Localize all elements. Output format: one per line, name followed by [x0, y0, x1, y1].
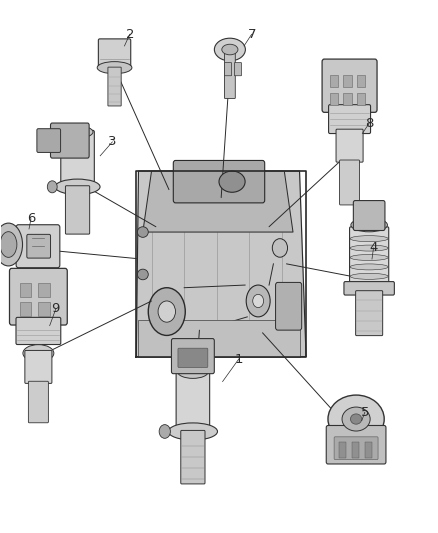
FancyBboxPatch shape	[181, 431, 205, 484]
Ellipse shape	[159, 425, 170, 438]
FancyBboxPatch shape	[350, 227, 389, 290]
Text: 1: 1	[234, 353, 243, 366]
FancyBboxPatch shape	[25, 350, 52, 383]
Ellipse shape	[350, 254, 388, 261]
Ellipse shape	[158, 301, 176, 322]
Ellipse shape	[219, 171, 245, 192]
Ellipse shape	[350, 245, 388, 251]
Ellipse shape	[97, 62, 132, 74]
Text: 7: 7	[247, 28, 256, 41]
Ellipse shape	[55, 179, 100, 195]
FancyBboxPatch shape	[353, 200, 385, 230]
FancyBboxPatch shape	[61, 131, 94, 188]
Ellipse shape	[328, 395, 384, 443]
Ellipse shape	[0, 232, 17, 257]
Bar	[343, 76, 352, 87]
FancyBboxPatch shape	[326, 425, 386, 464]
Ellipse shape	[222, 44, 238, 55]
Bar	[352, 442, 359, 457]
FancyBboxPatch shape	[173, 160, 265, 203]
Ellipse shape	[138, 269, 148, 280]
FancyBboxPatch shape	[108, 67, 121, 106]
Polygon shape	[143, 171, 293, 232]
FancyBboxPatch shape	[99, 39, 131, 69]
FancyBboxPatch shape	[138, 319, 300, 357]
Ellipse shape	[177, 365, 208, 378]
Text: 4: 4	[369, 241, 378, 254]
FancyBboxPatch shape	[37, 128, 60, 152]
Ellipse shape	[350, 236, 388, 241]
FancyBboxPatch shape	[225, 49, 235, 99]
FancyBboxPatch shape	[65, 185, 90, 234]
FancyBboxPatch shape	[27, 235, 50, 258]
Ellipse shape	[214, 38, 245, 61]
Text: 9: 9	[52, 302, 60, 316]
FancyBboxPatch shape	[28, 381, 48, 423]
Ellipse shape	[23, 345, 54, 362]
FancyBboxPatch shape	[336, 129, 363, 162]
Ellipse shape	[253, 294, 264, 308]
FancyBboxPatch shape	[16, 225, 60, 268]
FancyBboxPatch shape	[171, 338, 214, 374]
Text: 3: 3	[108, 135, 117, 148]
FancyBboxPatch shape	[356, 290, 383, 336]
Bar	[20, 302, 32, 316]
FancyBboxPatch shape	[334, 437, 378, 459]
Ellipse shape	[62, 126, 93, 138]
Bar	[39, 302, 49, 316]
Text: 8: 8	[365, 117, 373, 130]
Text: 6: 6	[27, 212, 35, 225]
FancyBboxPatch shape	[276, 282, 302, 330]
FancyBboxPatch shape	[344, 281, 394, 295]
Bar	[357, 76, 365, 87]
Bar	[39, 283, 49, 297]
FancyBboxPatch shape	[225, 62, 232, 76]
Bar	[330, 93, 338, 104]
FancyBboxPatch shape	[16, 317, 61, 344]
Ellipse shape	[350, 273, 388, 279]
Bar	[330, 76, 338, 87]
Ellipse shape	[272, 239, 288, 257]
FancyBboxPatch shape	[322, 59, 377, 112]
Bar	[339, 442, 346, 457]
FancyBboxPatch shape	[50, 123, 89, 158]
FancyBboxPatch shape	[234, 62, 241, 76]
Bar	[20, 283, 32, 297]
FancyBboxPatch shape	[176, 370, 210, 433]
FancyBboxPatch shape	[178, 348, 208, 367]
Ellipse shape	[168, 423, 218, 440]
Ellipse shape	[351, 218, 388, 232]
Polygon shape	[136, 171, 306, 357]
FancyBboxPatch shape	[328, 104, 371, 134]
Ellipse shape	[47, 181, 57, 193]
Ellipse shape	[342, 407, 370, 431]
Ellipse shape	[350, 264, 388, 270]
Text: 2: 2	[126, 28, 134, 41]
FancyBboxPatch shape	[10, 268, 67, 325]
Bar	[343, 93, 352, 104]
Ellipse shape	[138, 227, 148, 237]
Bar	[357, 93, 365, 104]
FancyBboxPatch shape	[339, 160, 360, 205]
Bar	[364, 442, 371, 457]
Text: 5: 5	[360, 406, 369, 419]
Ellipse shape	[148, 288, 185, 335]
Ellipse shape	[0, 223, 22, 266]
Ellipse shape	[350, 414, 362, 424]
Ellipse shape	[246, 285, 270, 317]
